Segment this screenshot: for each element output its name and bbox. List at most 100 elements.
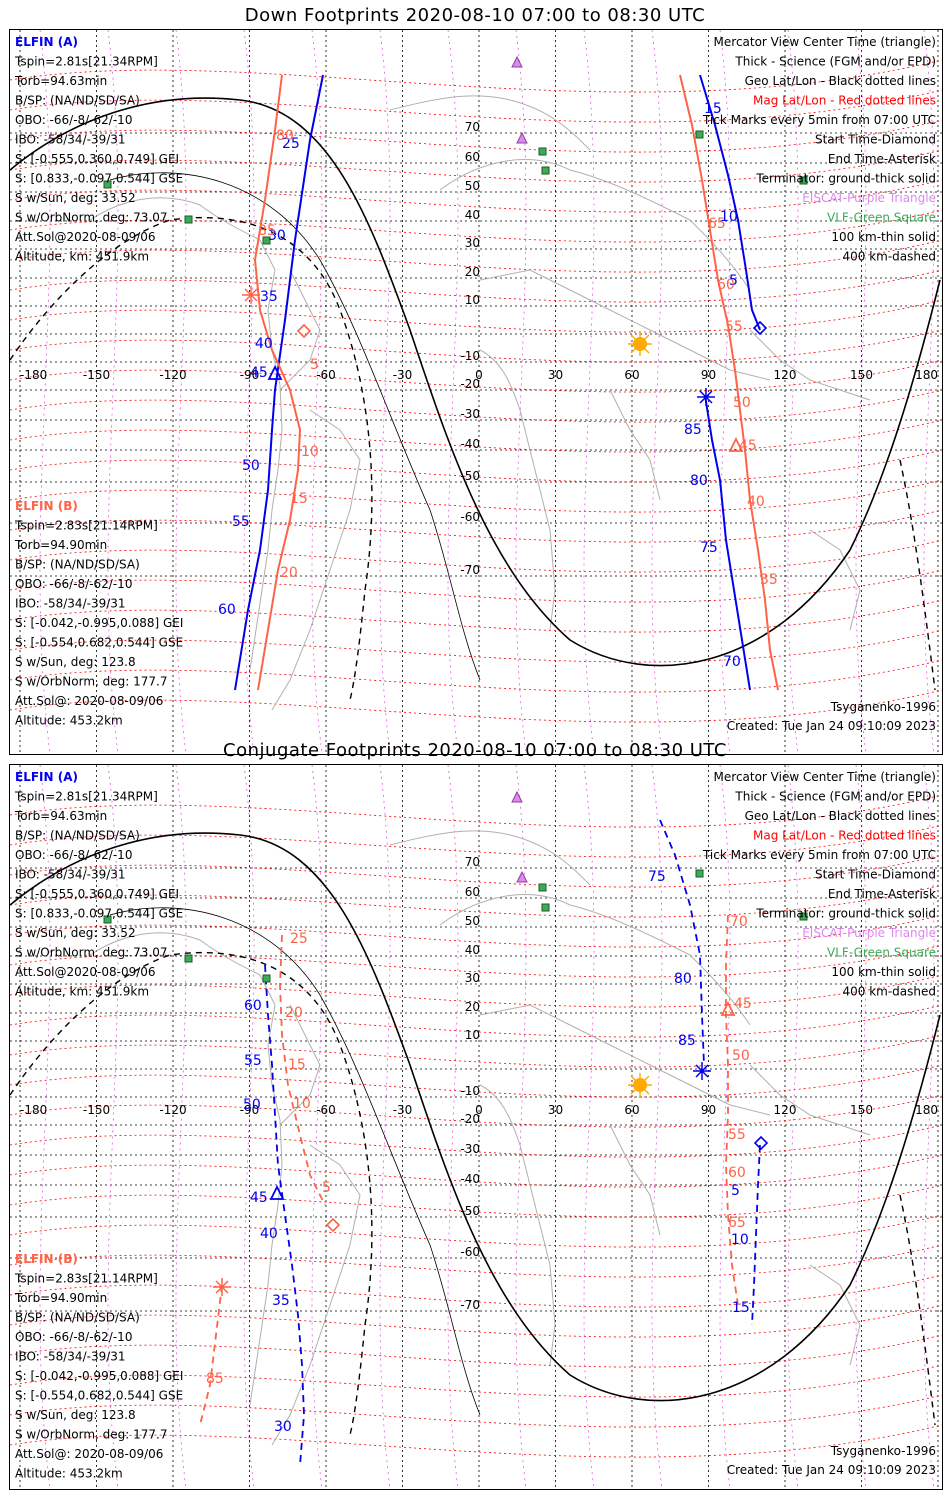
mag-parallel (9, 1424, 943, 1458)
tick-label-b: 85 (206, 1371, 224, 1387)
eiscat-triangle (511, 55, 523, 68)
legend: Mercator View Center Time (triangle) Thic… (702, 35, 936, 264)
lat-label: 70 (465, 855, 480, 869)
lon-label: 60 (624, 1103, 639, 1117)
mag-meridian (719, 764, 731, 1490)
mag-parallel (9, 1274, 943, 1308)
lon-label: -60 (316, 1103, 336, 1117)
elfin-b-info-line: S: [-0.554,0.682,0.544] GSE (15, 636, 183, 650)
mag-meridian (923, 29, 935, 755)
elfin-b-info-line: Att.Sol@: 2020-08-09/06 (15, 694, 163, 708)
end-asterisk-a (697, 388, 715, 406)
mag-parallel (9, 209, 943, 243)
mag-parallel (9, 974, 943, 1008)
elfin-a-info-line: S: [-0.555,0.360,0.749] GEI (15, 887, 179, 901)
tick-label-b: 5 (322, 1180, 331, 1196)
mag-parallel (9, 884, 943, 918)
elfin-b-info-line: B/SP: (NA/ND/SD/SA) (15, 558, 140, 572)
lat-label: -40 (460, 1172, 480, 1186)
mag-parallel (9, 1094, 943, 1128)
mag-parallel (9, 1214, 943, 1248)
lat-label: 20 (465, 265, 480, 279)
legend-item: Thick - Science (FGM and/or EPD) (734, 55, 936, 69)
tick-label-a: 80 (690, 473, 708, 489)
mag-meridian (243, 29, 255, 755)
mag-meridian (855, 764, 867, 1490)
lon-label: 150 (850, 368, 873, 382)
lon-label: 180 (915, 1103, 938, 1117)
mag-parallel (9, 569, 943, 603)
eiscat-triangle (516, 131, 528, 144)
elfin-a-conj-track-right (659, 819, 705, 1066)
elfin-a-track-right (699, 74, 761, 331)
elfin-a-info-line: S: [0.833,-0.097,0.544] GSE (15, 172, 183, 186)
elfin-b-conj-track (279, 934, 326, 1206)
legend-item: Mercator View Center Time (triangle) (714, 35, 936, 49)
mag-parallel (9, 449, 943, 483)
lon-label: -150 (83, 368, 110, 382)
elfin-a-info-line: S: [-0.555,0.360,0.749] GEI (15, 152, 179, 166)
lon-label: 180 (915, 368, 938, 382)
elfin-b-track (253, 74, 302, 691)
tick-label-b: 15 (290, 491, 308, 507)
lat-label: 20 (465, 1000, 480, 1014)
lat-label: -50 (460, 1204, 480, 1218)
lon-axis-labels: -180 -150 -120 -90 -60 -30 0 30 60 90 120 150 180 (20, 368, 938, 382)
terminator-400km (9, 952, 373, 1436)
legend-item: Terminator: ground-thick solid (755, 907, 936, 921)
legend-item: 400 km-dashed (842, 985, 936, 999)
tick-label-a: 80 (674, 971, 692, 987)
vlf-square (184, 215, 193, 224)
eiscat-lines (39, 29, 935, 755)
elfin-a-info-line: S w/Sun, deg: 33.52 (15, 191, 136, 205)
lat-label: 60 (465, 885, 480, 899)
mag-parallel (9, 389, 943, 423)
sun-marker (628, 332, 652, 356)
tick-label-a: 15 (704, 101, 722, 117)
start-diamond-b (296, 323, 312, 339)
lon-label: -180 (20, 368, 47, 382)
tick-label-b: 70 (730, 914, 748, 930)
elfin-b-track-right (679, 74, 779, 691)
mag-meridian (583, 764, 595, 1490)
terminator-400km-right (899, 1194, 936, 1426)
tick-label-b: 45 (734, 996, 752, 1012)
elfin-a-info-line: IBO: -58/34/-39/31 (15, 133, 126, 147)
tick-label-b: 20 (285, 1005, 303, 1021)
tick-label-a: 60 (244, 998, 262, 1014)
lat-label: -30 (460, 1142, 480, 1156)
legend-item: Mag Lat/Lon - Red dotted lines (753, 94, 936, 108)
mag-parallel (9, 824, 943, 858)
mag-parallel (9, 89, 943, 123)
tick-label-b: 85 (258, 223, 276, 239)
elfin-b-info-line: Torb=94.90min (14, 538, 107, 552)
vlf-square (541, 903, 550, 912)
legend-item: Tick Marks every 5min from 07:00 UTC (702, 848, 936, 862)
elfin-a-info-line: Tspin=2.81s[21.34RPM] (14, 55, 158, 69)
elfin-b-header: ELFIN (B) (15, 1252, 78, 1266)
lon-label: -60 (316, 368, 336, 382)
legend-item: Mag Lat/Lon - Red dotted lines (753, 829, 936, 843)
legend-item: Thick - Science (FGM and/or EPD) (734, 790, 936, 804)
lat-label: -20 (460, 377, 480, 391)
eiscat-triangle (511, 790, 523, 803)
elfin-a-info: ELFIN (A) Tspin=2.81s[21.34RPM] Torb=94.6… (14, 35, 183, 264)
map-svg-conjugate: -180 -150 -120 -90 -60 -30 0 30 60 90 120 150 180 70… (9, 764, 943, 1490)
mag-parallel (9, 659, 943, 693)
elfin-a-info-line: Torb=94.63min (14, 809, 107, 823)
center-triangle-b (720, 1000, 736, 1016)
lon-label: -120 (159, 368, 186, 382)
legend-item: Geo Lat/Lon - Black dotted lines (745, 809, 936, 823)
map-panel-down: -180 -150 -120 -90 -60 -30 0 30 60 90 120 150 180 70… (9, 29, 943, 755)
coastline-outline (89, 95, 871, 711)
vlf-square (538, 147, 547, 156)
tick-label-a: 40 (255, 336, 273, 352)
tick-label-b: 20 (280, 565, 298, 581)
end-asterisk-a (693, 1062, 711, 1080)
mag-parallel (9, 479, 943, 513)
lat-label: 60 (465, 150, 480, 164)
mag-meridian (311, 29, 323, 755)
mag-meridian (175, 764, 187, 1490)
mag-parallel (9, 1244, 943, 1278)
elfin-b-info-line: Altitude: 453.2km (15, 1467, 123, 1481)
